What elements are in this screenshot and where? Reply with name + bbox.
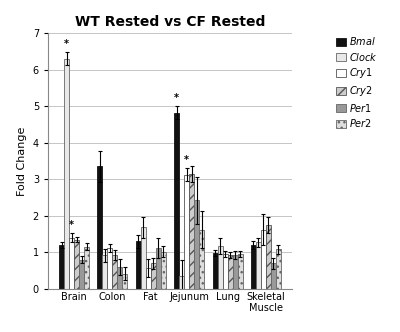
- Bar: [212, 253, 218, 289]
- Bar: [118, 267, 122, 289]
- Bar: [174, 113, 179, 289]
- Bar: [59, 245, 64, 289]
- Title: WT Rested vs CF Rested: WT Rested vs CF Rested: [75, 15, 265, 29]
- Bar: [179, 276, 184, 289]
- Bar: [122, 274, 128, 289]
- Bar: [218, 246, 222, 289]
- Text: *: *: [174, 93, 179, 103]
- Bar: [102, 255, 108, 289]
- Bar: [79, 260, 84, 289]
- Bar: [74, 239, 79, 289]
- Bar: [69, 238, 74, 289]
- Bar: [156, 248, 161, 289]
- Bar: [256, 242, 261, 289]
- Text: *: *: [184, 155, 189, 165]
- Bar: [232, 255, 238, 289]
- Bar: [228, 255, 232, 289]
- Bar: [84, 247, 89, 289]
- Bar: [238, 254, 242, 289]
- Legend: $\it{Bmal}$, $\it{Clock}$, $\it{Cry1}$, $\it{Cry2}$, $\it{Per1}$, $\it{Per2}$: $\it{Bmal}$, $\it{Clock}$, $\it{Cry1}$, …: [334, 33, 380, 131]
- Bar: [112, 255, 118, 289]
- Bar: [271, 263, 276, 289]
- Bar: [146, 268, 151, 289]
- Bar: [151, 263, 156, 289]
- Text: *: *: [69, 220, 74, 230]
- Bar: [266, 225, 271, 289]
- Bar: [251, 245, 256, 289]
- Bar: [199, 230, 204, 289]
- Bar: [184, 175, 189, 289]
- Bar: [98, 166, 102, 289]
- Text: *: *: [64, 39, 69, 49]
- Bar: [141, 227, 146, 289]
- Bar: [222, 254, 228, 289]
- Bar: [161, 252, 166, 289]
- Bar: [108, 248, 112, 289]
- Bar: [194, 201, 199, 289]
- Bar: [261, 230, 266, 289]
- Bar: [276, 249, 281, 289]
- Bar: [136, 241, 141, 289]
- Bar: [189, 174, 194, 289]
- Y-axis label: Fold Change: Fold Change: [17, 126, 27, 196]
- Bar: [64, 59, 69, 289]
